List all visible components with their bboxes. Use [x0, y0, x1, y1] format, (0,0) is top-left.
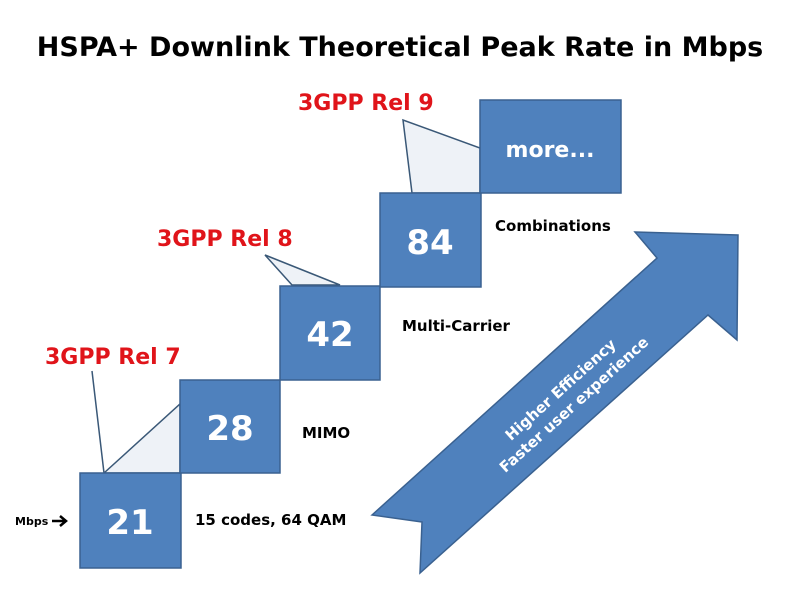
- right-arrow-icon: [52, 515, 68, 527]
- rate-value: 28: [206, 409, 253, 449]
- rate-box-84: [379, 192, 482, 288]
- progress-arrow: [370, 231, 739, 575]
- release-label: 3GPP Rel 8: [157, 227, 293, 252]
- release-label: 3GPP Rel 9: [298, 91, 434, 116]
- callout-rel8: [264, 254, 341, 286]
- rate-value: 42: [306, 315, 353, 355]
- feature-label: Multi-Carrier: [402, 317, 511, 335]
- rate-value-more: more...: [506, 138, 595, 163]
- feature-label: MIMO: [302, 424, 350, 442]
- rate-value: 84: [406, 223, 453, 263]
- diagram-title: HSPA+ Downlink Theoretical Peak Rate in …: [37, 32, 763, 63]
- rate-value: 21: [106, 503, 153, 543]
- callout-rel7: [91, 370, 181, 475]
- unit-label: Mbps: [15, 515, 49, 528]
- rate-box-21: [79, 472, 182, 569]
- release-label: 3GPP Rel 7: [45, 345, 181, 370]
- feature-label: 15 codes, 64 QAM: [195, 511, 346, 529]
- rate-box-28: [179, 379, 281, 474]
- rate-box-more: [479, 99, 622, 194]
- callout-rel9: [402, 118, 481, 194]
- feature-label: Combinations: [495, 217, 611, 235]
- rate-box-42: [279, 285, 381, 381]
